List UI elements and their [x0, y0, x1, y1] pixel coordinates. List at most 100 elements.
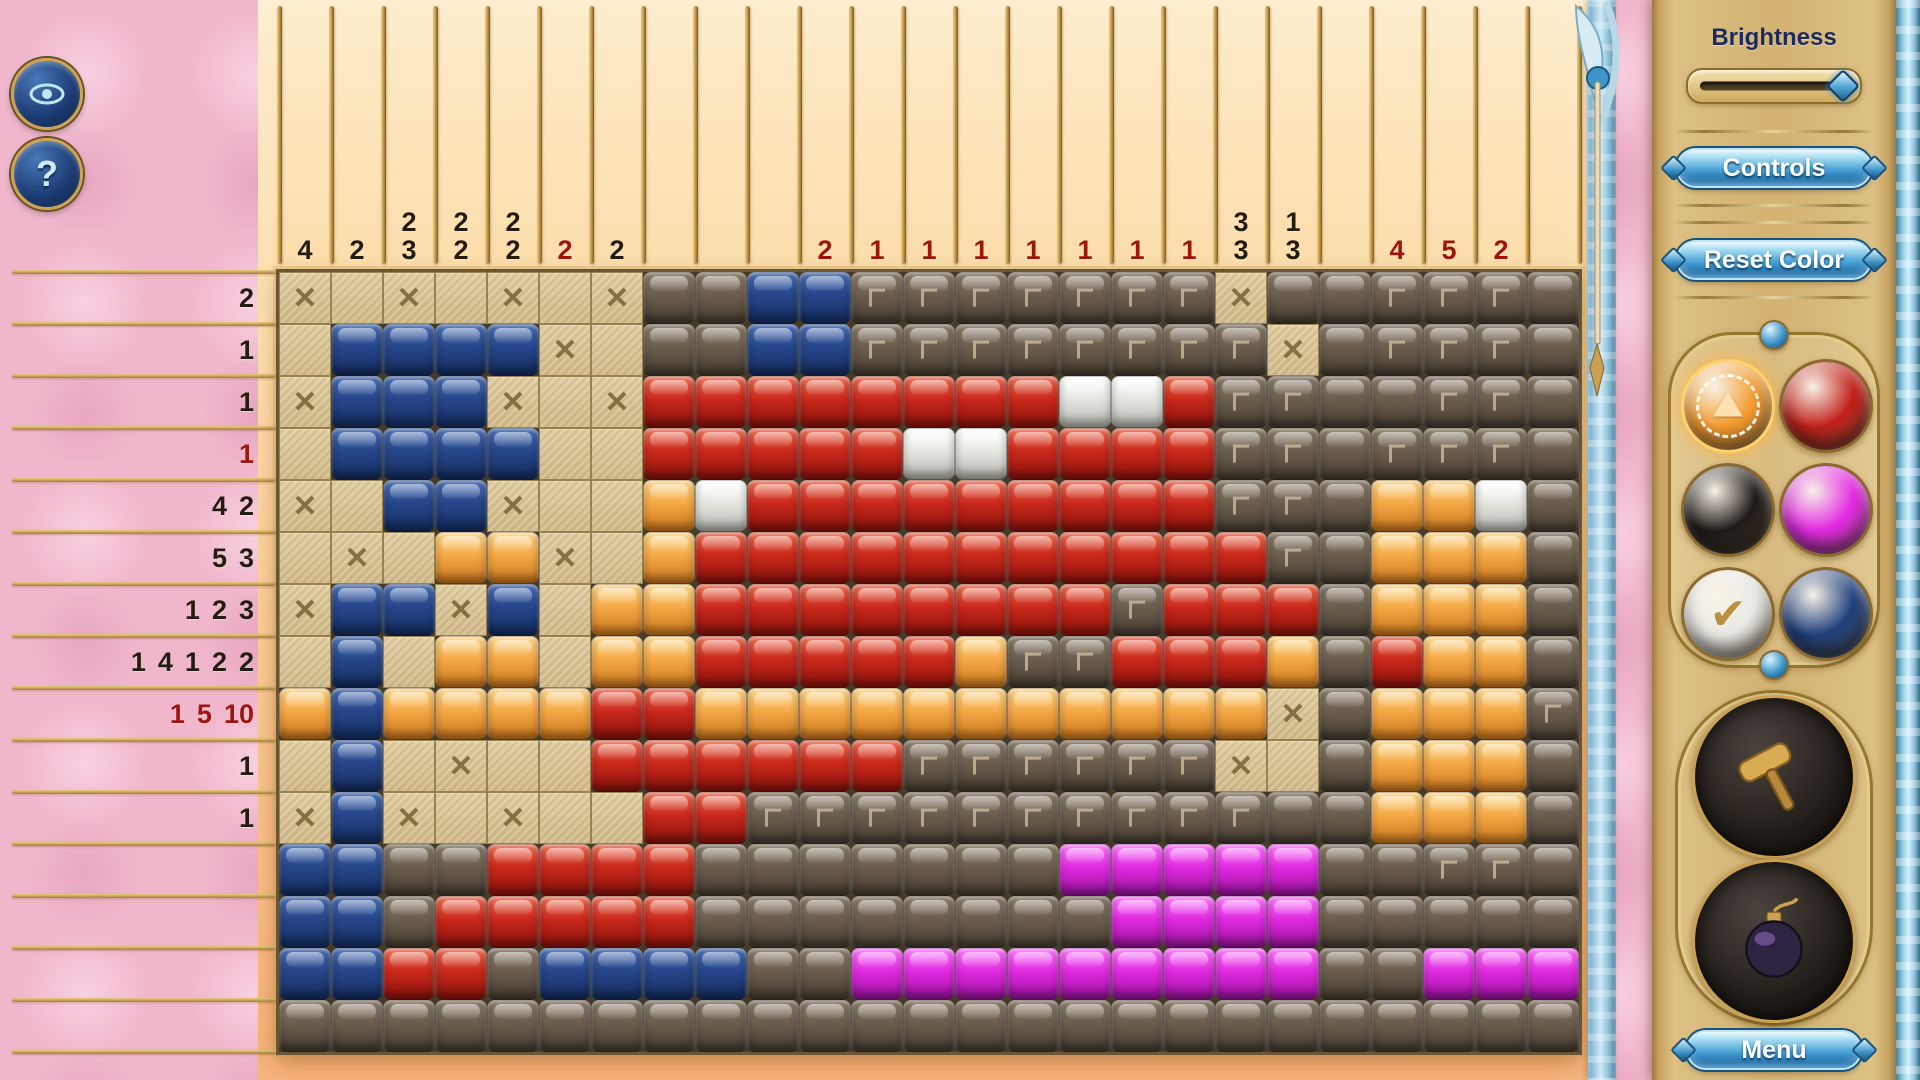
grid-cell[interactable]	[1059, 948, 1111, 1000]
grid-cell[interactable]	[1059, 740, 1111, 792]
grid-cell[interactable]	[955, 376, 1007, 428]
grid-cell[interactable]	[903, 688, 955, 740]
grid-cell[interactable]	[1371, 272, 1423, 324]
grid-cell[interactable]	[1319, 480, 1371, 532]
grid-cell[interactable]	[539, 948, 591, 1000]
grid-cell[interactable]	[1111, 636, 1163, 688]
grid-cell[interactable]	[591, 844, 643, 896]
grid-cell[interactable]	[747, 324, 799, 376]
grid-cell[interactable]	[383, 844, 435, 896]
grid-cell[interactable]	[747, 740, 799, 792]
grid-cell[interactable]	[851, 688, 903, 740]
grid-cell[interactable]	[1215, 584, 1267, 636]
grid-cell[interactable]	[539, 896, 591, 948]
grid-cell[interactable]	[487, 740, 539, 792]
grid-cell[interactable]	[1475, 324, 1527, 376]
grid-cell[interactable]	[1475, 792, 1527, 844]
grid-cell[interactable]	[331, 272, 383, 324]
grid-cell[interactable]	[1163, 324, 1215, 376]
grid-cell[interactable]	[383, 740, 435, 792]
grid-cell[interactable]	[383, 584, 435, 636]
grid-cell[interactable]	[1267, 1000, 1319, 1052]
grid-cell[interactable]	[487, 896, 539, 948]
grid-cell[interactable]	[331, 688, 383, 740]
grid-cell[interactable]	[591, 480, 643, 532]
grid-cell[interactable]	[435, 636, 487, 688]
grid-cell[interactable]	[487, 1000, 539, 1052]
grid-cell[interactable]: ✕	[279, 376, 331, 428]
grid-cell[interactable]	[1423, 896, 1475, 948]
grid-cell[interactable]	[955, 740, 1007, 792]
grid-cell[interactable]	[487, 948, 539, 1000]
grid-cell[interactable]	[1007, 740, 1059, 792]
grid-cell[interactable]: ✕	[487, 376, 539, 428]
grid-cell[interactable]	[591, 948, 643, 1000]
grid-cell[interactable]	[643, 584, 695, 636]
grid-cell[interactable]: ✕	[487, 792, 539, 844]
grid-cell[interactable]	[747, 428, 799, 480]
grid-cell[interactable]	[1215, 636, 1267, 688]
grid-cell[interactable]	[903, 740, 955, 792]
grid-cell[interactable]	[747, 844, 799, 896]
grid-cell[interactable]	[383, 428, 435, 480]
palette-orb-black[interactable]	[1681, 463, 1775, 557]
grid-cell[interactable]	[1371, 740, 1423, 792]
grid-cell[interactable]	[695, 844, 747, 896]
grid-cell[interactable]	[903, 584, 955, 636]
grid-cell[interactable]	[695, 480, 747, 532]
grid-cell[interactable]	[279, 1000, 331, 1052]
grid-cell[interactable]	[279, 844, 331, 896]
grid-cell[interactable]	[1059, 1000, 1111, 1052]
grid-cell[interactable]	[1423, 532, 1475, 584]
grid-cell[interactable]	[1371, 896, 1423, 948]
grid-cell[interactable]	[1163, 740, 1215, 792]
grid-cell[interactable]	[383, 948, 435, 1000]
grid-cell[interactable]	[955, 324, 1007, 376]
grid-cell[interactable]	[1475, 272, 1527, 324]
grid-cell[interactable]	[1215, 532, 1267, 584]
bomb-tool[interactable]	[1692, 859, 1856, 1023]
grid-cell[interactable]	[799, 272, 851, 324]
grid-cell[interactable]	[383, 1000, 435, 1052]
grid-cell[interactable]	[799, 792, 851, 844]
grid-cell[interactable]	[799, 428, 851, 480]
grid-cell[interactable]	[1111, 428, 1163, 480]
puzzle-grid[interactable]: ✕ ✕ ✕ ✕ ✕ ✕ ✕ ✕ ✕ ✕ ✕ ✕ ✕ ✕ ✕ ✕ ✕ ✕ ✕ ✕ ✕ ✕	[276, 269, 1582, 1055]
grid-cell[interactable]: ✕	[279, 480, 331, 532]
grid-cell[interactable]	[279, 740, 331, 792]
grid-cell[interactable]	[1527, 584, 1579, 636]
grid-cell[interactable]	[747, 636, 799, 688]
grid-cell[interactable]	[487, 324, 539, 376]
grid-cell[interactable]	[487, 688, 539, 740]
grid-cell[interactable]	[331, 896, 383, 948]
grid-cell[interactable]	[1371, 324, 1423, 376]
grid-cell[interactable]	[1527, 896, 1579, 948]
grid-cell[interactable]	[591, 532, 643, 584]
grid-cell[interactable]	[1267, 376, 1319, 428]
grid-cell[interactable]	[1007, 1000, 1059, 1052]
grid-cell[interactable]	[1475, 740, 1527, 792]
grid-cell[interactable]	[1007, 948, 1059, 1000]
grid-cell[interactable]	[1319, 896, 1371, 948]
grid-cell[interactable]	[643, 532, 695, 584]
grid-cell[interactable]	[1163, 844, 1215, 896]
grid-cell[interactable]	[1111, 740, 1163, 792]
grid-cell[interactable]	[539, 428, 591, 480]
grid-cell[interactable]	[331, 844, 383, 896]
grid-cell[interactable]	[903, 532, 955, 584]
grid-cell[interactable]	[279, 324, 331, 376]
grid-cell[interactable]	[799, 636, 851, 688]
grid-cell[interactable]	[435, 792, 487, 844]
grid-cell[interactable]	[1007, 272, 1059, 324]
grid-cell[interactable]	[747, 376, 799, 428]
grid-cell[interactable]	[383, 896, 435, 948]
grid-cell[interactable]	[1475, 896, 1527, 948]
grid-cell[interactable]	[1007, 792, 1059, 844]
grid-cell[interactable]	[1267, 896, 1319, 948]
grid-cell[interactable]: ✕	[383, 792, 435, 844]
grid-cell[interactable]	[955, 792, 1007, 844]
grid-cell[interactable]: ✕	[331, 532, 383, 584]
grid-cell[interactable]	[1215, 1000, 1267, 1052]
grid-cell[interactable]	[1111, 376, 1163, 428]
grid-cell[interactable]	[591, 584, 643, 636]
